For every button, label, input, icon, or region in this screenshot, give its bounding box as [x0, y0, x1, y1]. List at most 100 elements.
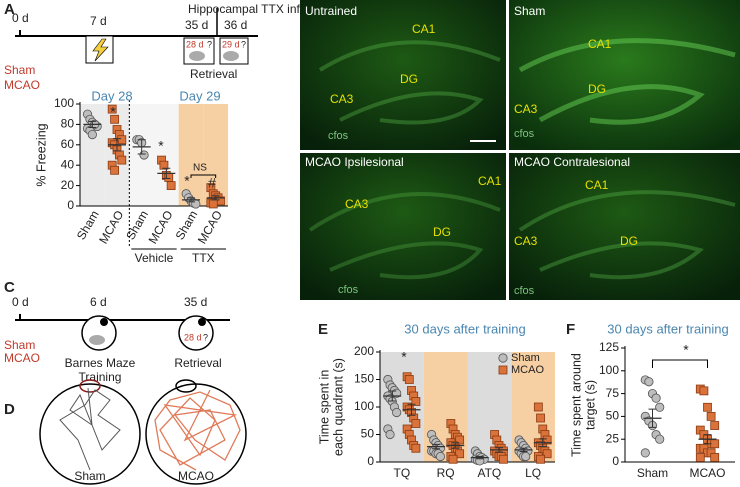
chart-title: 30 days after training	[607, 321, 728, 336]
y-tick-label: 125	[599, 340, 619, 354]
region-label: DG	[433, 225, 451, 239]
y-axis-label: Time spent around	[569, 353, 583, 457]
training-label: Training	[79, 370, 122, 384]
x-tick-label: MCAO	[96, 208, 126, 246]
question-mark: ?	[203, 332, 208, 342]
x-tick-label: MCAO	[690, 466, 726, 480]
y-tick-label: 75	[606, 386, 620, 400]
error-bar	[495, 447, 503, 453]
annotation: *	[184, 173, 190, 189]
region-label: CA1	[585, 178, 609, 192]
data-point	[655, 434, 665, 444]
x-tick-label: MCAO	[195, 208, 225, 246]
error-bar	[432, 443, 440, 450]
time-label: 0 d	[12, 11, 29, 25]
day-label: 29 d	[222, 39, 240, 49]
micrograph-title: MCAO Contralesional	[514, 155, 630, 169]
y-tick-label: 80	[61, 117, 75, 131]
group-label: Sham	[4, 63, 35, 77]
data-point	[411, 419, 421, 428]
y-tick-label: 0	[367, 454, 374, 468]
charts: % Freezing020406080100ShamMCAOShamMCAOSh…	[34, 88, 735, 480]
group-label: TTX	[192, 251, 215, 265]
error-bar	[187, 197, 195, 203]
micrograph	[509, 153, 740, 300]
micrograph	[509, 0, 740, 150]
error-bar	[113, 138, 121, 152]
tracks: Sham MCAO	[39, 379, 247, 485]
data-point	[110, 114, 119, 124]
region-label: DG	[620, 234, 638, 248]
y-tick-label: 60	[61, 137, 75, 151]
data-point	[498, 353, 508, 363]
data-point	[191, 199, 201, 209]
legend-label: MCAO	[511, 364, 544, 376]
target-zone	[175, 379, 197, 393]
time-label: 35 d	[184, 295, 207, 309]
y-tick-label: 25	[606, 431, 620, 445]
lightning-icon	[92, 38, 109, 62]
data-point	[208, 199, 218, 209]
micrographs: Untrained CA1 DG CA3 cfos Sham CA1 DG CA…	[300, 0, 740, 300]
data-point	[533, 402, 543, 412]
time-label: 6 d	[90, 295, 107, 309]
stain-label: cfos	[328, 130, 349, 142]
data-point	[392, 407, 402, 418]
time-label: 0 d	[12, 295, 29, 309]
data-point	[498, 365, 508, 375]
region-label: DG	[400, 72, 418, 86]
group-label: MCAO	[4, 78, 40, 92]
day-label: 28 d	[184, 332, 202, 342]
data-point	[710, 421, 720, 430]
data-point	[498, 454, 508, 464]
stain-label: cfos	[338, 284, 359, 296]
significance-bracket	[652, 359, 708, 368]
data-point	[706, 411, 716, 421]
data-point	[640, 448, 650, 458]
x-tick-label: TQ	[394, 466, 411, 480]
data-point	[710, 453, 720, 462]
data-point	[699, 386, 709, 396]
data-point	[411, 397, 421, 406]
data-point	[651, 393, 661, 403]
y-tick-label: 40	[61, 157, 75, 171]
data-point	[536, 454, 545, 464]
y-tick-label: 0	[67, 198, 74, 212]
maze-icon	[81, 315, 117, 351]
data-point	[159, 160, 169, 170]
error-bar	[211, 195, 220, 201]
panel-label: F	[566, 321, 575, 338]
error-bar	[648, 408, 657, 428]
annotation: NS	[193, 163, 207, 174]
data-point	[521, 451, 531, 462]
data-point	[139, 150, 149, 160]
annotation: #	[208, 175, 216, 191]
mouse-icon	[189, 51, 205, 61]
micrograph-title: Untrained	[305, 4, 357, 18]
y-axis-label: % Freezing	[34, 123, 48, 186]
tissue-structure	[308, 192, 501, 280]
error-bar	[88, 120, 97, 128]
region-label: CA3	[514, 234, 538, 248]
x-tick-label: RQ	[437, 466, 455, 480]
category-band	[154, 104, 179, 206]
annotation: *	[683, 342, 689, 358]
chart-title: 30 days after training	[404, 321, 525, 336]
track-label: MCAO	[178, 469, 214, 483]
stain-label: cfos	[514, 128, 535, 140]
data-point	[110, 165, 119, 175]
region-label: CA3	[514, 102, 538, 116]
region-label: DG	[588, 82, 606, 96]
region-label: CA3	[330, 92, 354, 106]
time-label: 7 d	[90, 14, 107, 28]
data-point	[655, 402, 665, 412]
data-point	[536, 413, 545, 423]
time-label: 35 d	[185, 18, 208, 32]
data-point	[435, 451, 445, 462]
micrograph	[300, 0, 506, 150]
mouse-icon	[89, 335, 105, 345]
time-label: 36 d	[224, 18, 247, 32]
question-mark: ?	[207, 39, 212, 49]
y-tick-label: 150	[354, 372, 374, 386]
retrieval-label: Retrieval	[174, 356, 221, 370]
